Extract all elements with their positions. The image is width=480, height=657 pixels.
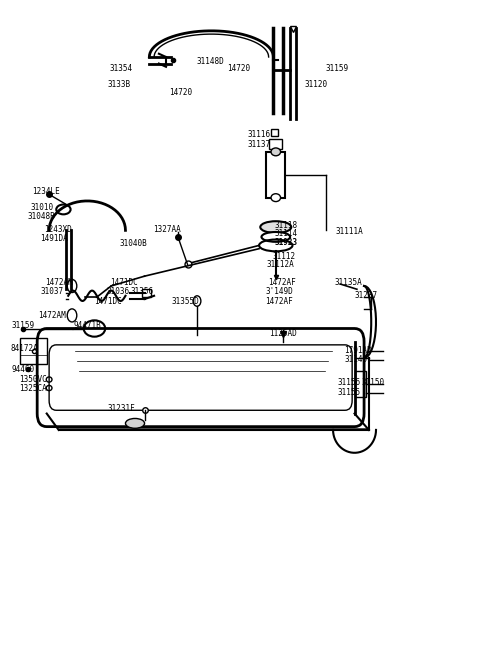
Text: 1125AD: 1125AD <box>269 328 296 338</box>
Text: 31010: 31010 <box>30 203 53 212</box>
Text: 31116: 31116 <box>248 129 271 139</box>
Ellipse shape <box>271 148 281 156</box>
Text: 1491DA: 1491DA <box>40 235 68 243</box>
Ellipse shape <box>125 419 144 428</box>
Text: 31237: 31237 <box>355 291 378 300</box>
Text: 1791AD: 1791AD <box>344 346 372 355</box>
Text: 31155: 31155 <box>338 388 361 397</box>
Bar <box>355 371 366 397</box>
Text: 14720: 14720 <box>169 89 192 97</box>
Text: 31111A: 31111A <box>336 227 363 236</box>
Bar <box>269 139 282 148</box>
Text: 31048B: 31048B <box>28 212 55 221</box>
Text: 31159: 31159 <box>326 64 349 73</box>
Text: 1471DC: 1471DC <box>94 296 122 306</box>
Bar <box>142 289 151 297</box>
Text: 1472AF: 1472AF <box>268 278 295 287</box>
Text: 31145: 31145 <box>345 355 368 364</box>
Text: 1327AA: 1327AA <box>153 225 181 234</box>
Text: 3133B: 3133B <box>107 80 130 89</box>
Text: 31112A: 31112A <box>267 260 294 269</box>
Ellipse shape <box>262 232 290 242</box>
Text: 1234LE: 1234LE <box>33 187 60 196</box>
Text: 31120: 31120 <box>304 80 327 89</box>
Text: 31354: 31354 <box>109 64 132 73</box>
Text: 31356: 31356 <box>130 287 154 296</box>
Text: 3'149D: 3'149D <box>265 286 293 296</box>
Text: 31355D: 31355D <box>171 296 199 306</box>
Text: 31159: 31159 <box>12 321 35 330</box>
Text: 1472AM: 1472AM <box>38 311 66 320</box>
Text: 1472AF: 1472AF <box>265 296 293 306</box>
Text: 31148D: 31148D <box>196 57 224 66</box>
Text: 31156: 31156 <box>338 378 361 387</box>
Text: 1471DC: 1471DC <box>110 278 138 287</box>
Ellipse shape <box>271 194 281 202</box>
Text: 31118: 31118 <box>275 221 298 231</box>
Text: 1243XD: 1243XD <box>44 225 72 233</box>
Text: 31112: 31112 <box>273 252 296 261</box>
Text: 31135A: 31135A <box>335 278 362 287</box>
Ellipse shape <box>260 221 291 233</box>
Text: 31150: 31150 <box>362 378 385 387</box>
Text: 31114: 31114 <box>275 229 298 238</box>
Bar <box>21 338 47 365</box>
Text: 14720: 14720 <box>227 64 250 74</box>
Text: 31137: 31137 <box>248 140 271 149</box>
Text: 31040B: 31040B <box>120 239 147 248</box>
Text: 94471B: 94471B <box>74 321 102 330</box>
Bar <box>266 152 285 198</box>
Text: 1472AM: 1472AM <box>45 278 73 287</box>
Text: 31036: 31036 <box>107 287 130 296</box>
Text: 1350VC: 1350VC <box>20 375 47 384</box>
Text: 31231F: 31231F <box>108 405 135 413</box>
Text: 1325CA: 1325CA <box>20 384 47 393</box>
Text: 31037: 31037 <box>40 287 64 296</box>
Text: 84172A: 84172A <box>11 344 39 353</box>
Text: 31923: 31923 <box>275 238 298 246</box>
Text: 94460: 94460 <box>12 365 35 374</box>
